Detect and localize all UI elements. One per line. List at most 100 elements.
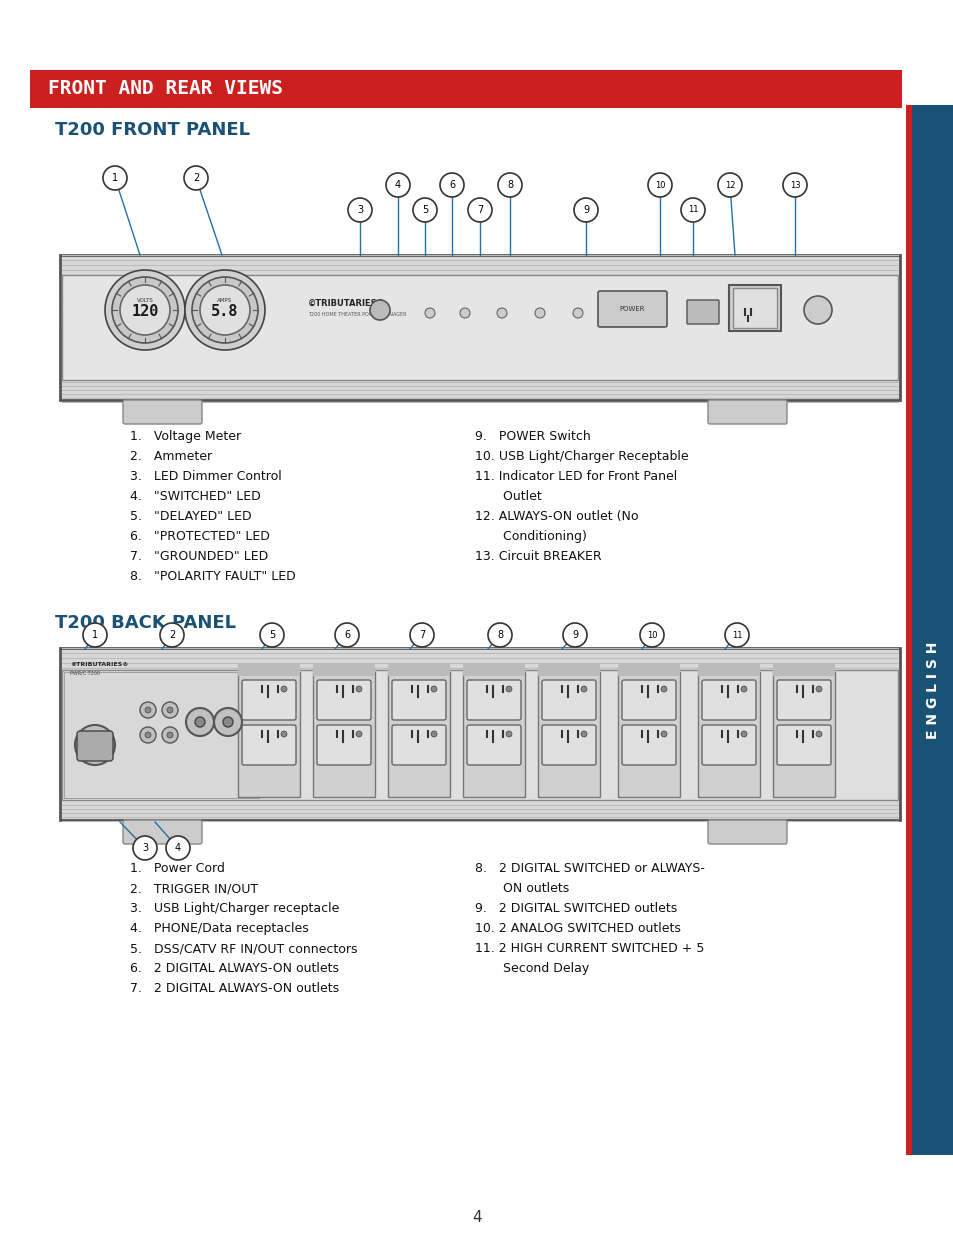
Circle shape bbox=[573, 308, 582, 317]
Circle shape bbox=[355, 685, 361, 692]
Text: 13. Circuit BREAKER: 13. Circuit BREAKER bbox=[475, 550, 601, 563]
FancyBboxPatch shape bbox=[911, 105, 953, 1155]
FancyBboxPatch shape bbox=[598, 291, 666, 327]
Text: 5: 5 bbox=[421, 205, 428, 215]
FancyBboxPatch shape bbox=[698, 672, 760, 797]
Circle shape bbox=[459, 308, 470, 317]
Text: Outlet: Outlet bbox=[475, 490, 541, 503]
FancyBboxPatch shape bbox=[701, 680, 755, 720]
Text: T200 FRONT PANEL: T200 FRONT PANEL bbox=[55, 121, 250, 140]
FancyBboxPatch shape bbox=[30, 70, 901, 107]
FancyBboxPatch shape bbox=[467, 680, 520, 720]
Circle shape bbox=[348, 198, 372, 222]
Circle shape bbox=[145, 706, 151, 713]
Text: 9: 9 bbox=[572, 630, 578, 640]
Circle shape bbox=[192, 277, 257, 343]
FancyBboxPatch shape bbox=[77, 731, 112, 761]
Circle shape bbox=[185, 270, 265, 350]
Text: ©TRIBUTARIES®: ©TRIBUTARIES® bbox=[308, 299, 385, 308]
Text: POWER: POWER bbox=[618, 306, 644, 312]
Circle shape bbox=[740, 731, 746, 737]
FancyBboxPatch shape bbox=[462, 664, 524, 676]
Circle shape bbox=[815, 731, 821, 737]
Circle shape bbox=[660, 685, 666, 692]
FancyBboxPatch shape bbox=[60, 648, 899, 820]
Text: 3.   LED Dimmer Control: 3. LED Dimmer Control bbox=[130, 471, 281, 483]
FancyBboxPatch shape bbox=[537, 672, 599, 797]
Text: Second Delay: Second Delay bbox=[475, 962, 589, 974]
Circle shape bbox=[580, 731, 586, 737]
Circle shape bbox=[75, 725, 115, 764]
Circle shape bbox=[184, 165, 208, 190]
FancyBboxPatch shape bbox=[237, 672, 299, 797]
Text: 11: 11 bbox=[687, 205, 698, 215]
Circle shape bbox=[370, 300, 390, 320]
Circle shape bbox=[718, 173, 741, 198]
Circle shape bbox=[112, 277, 178, 343]
Text: 10. USB Light/Charger Receptable: 10. USB Light/Charger Receptable bbox=[475, 450, 688, 463]
Circle shape bbox=[132, 836, 157, 860]
FancyBboxPatch shape bbox=[618, 672, 679, 797]
FancyBboxPatch shape bbox=[313, 664, 375, 676]
Circle shape bbox=[431, 685, 436, 692]
FancyBboxPatch shape bbox=[313, 672, 375, 797]
FancyBboxPatch shape bbox=[776, 725, 830, 764]
Text: 8.   2 DIGITAL SWITCHED or ALWAYS-: 8. 2 DIGITAL SWITCHED or ALWAYS- bbox=[475, 862, 704, 876]
Circle shape bbox=[497, 173, 521, 198]
Circle shape bbox=[194, 718, 205, 727]
Circle shape bbox=[535, 308, 544, 317]
FancyBboxPatch shape bbox=[732, 288, 776, 329]
FancyBboxPatch shape bbox=[772, 664, 834, 676]
Text: 2: 2 bbox=[169, 630, 175, 640]
Circle shape bbox=[145, 732, 151, 739]
Text: 4: 4 bbox=[472, 1210, 481, 1225]
FancyBboxPatch shape bbox=[621, 725, 676, 764]
Text: 7: 7 bbox=[418, 630, 425, 640]
Circle shape bbox=[281, 685, 287, 692]
Text: 11. Indicator LED for Front Panel: 11. Indicator LED for Front Panel bbox=[475, 471, 677, 483]
Text: 6: 6 bbox=[449, 180, 455, 190]
Circle shape bbox=[162, 727, 178, 743]
Circle shape bbox=[562, 622, 586, 647]
Text: 1.   Power Cord: 1. Power Cord bbox=[130, 862, 225, 876]
FancyBboxPatch shape bbox=[537, 664, 599, 676]
FancyBboxPatch shape bbox=[60, 254, 899, 400]
Circle shape bbox=[160, 622, 184, 647]
FancyBboxPatch shape bbox=[905, 105, 911, 1155]
Circle shape bbox=[386, 173, 410, 198]
FancyBboxPatch shape bbox=[123, 820, 202, 844]
Text: 5.   DSS/CATV RF IN/OUT connectors: 5. DSS/CATV RF IN/OUT connectors bbox=[130, 942, 357, 955]
Text: 8: 8 bbox=[497, 630, 502, 640]
Text: 5.8: 5.8 bbox=[212, 305, 238, 320]
Circle shape bbox=[281, 731, 287, 737]
Text: 9: 9 bbox=[582, 205, 588, 215]
Text: 3.   USB Light/Charger receptacle: 3. USB Light/Charger receptacle bbox=[130, 902, 339, 915]
Text: 6: 6 bbox=[344, 630, 350, 640]
Text: 10: 10 bbox=[646, 631, 657, 640]
Text: 4: 4 bbox=[395, 180, 400, 190]
FancyBboxPatch shape bbox=[242, 680, 295, 720]
Text: 8.   "POLARITY FAULT" LED: 8. "POLARITY FAULT" LED bbox=[130, 571, 295, 583]
Circle shape bbox=[803, 296, 831, 324]
Circle shape bbox=[120, 285, 170, 335]
Circle shape bbox=[410, 622, 434, 647]
FancyBboxPatch shape bbox=[64, 672, 258, 798]
Circle shape bbox=[660, 731, 666, 737]
FancyBboxPatch shape bbox=[618, 664, 679, 676]
Circle shape bbox=[186, 708, 213, 736]
FancyBboxPatch shape bbox=[237, 664, 299, 676]
Text: 3: 3 bbox=[142, 844, 148, 853]
Text: ON outlets: ON outlets bbox=[475, 882, 569, 895]
FancyBboxPatch shape bbox=[728, 285, 781, 331]
Text: 2.   Ammeter: 2. Ammeter bbox=[130, 450, 212, 463]
FancyBboxPatch shape bbox=[541, 680, 596, 720]
Circle shape bbox=[680, 198, 704, 222]
Circle shape bbox=[488, 622, 512, 647]
Text: 6.   2 DIGITAL ALWAYS-ON outlets: 6. 2 DIGITAL ALWAYS-ON outlets bbox=[130, 962, 338, 974]
FancyBboxPatch shape bbox=[686, 300, 719, 324]
Text: 10. 2 ANALOG SWITCHED outlets: 10. 2 ANALOG SWITCHED outlets bbox=[475, 923, 680, 935]
FancyBboxPatch shape bbox=[242, 725, 295, 764]
Text: 4.   "SWITCHED" LED: 4. "SWITCHED" LED bbox=[130, 490, 260, 503]
Text: 5.   "DELAYED" LED: 5. "DELAYED" LED bbox=[130, 510, 252, 522]
Text: 1.   Voltage Meter: 1. Voltage Meter bbox=[130, 430, 241, 443]
